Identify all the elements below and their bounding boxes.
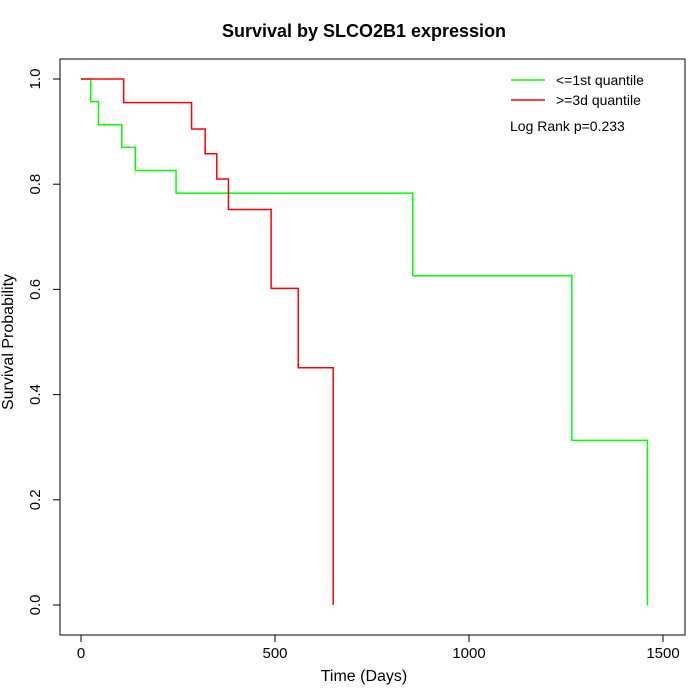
chart-title: Survival by SLCO2B1 expression [222,21,506,41]
plot-area [59,58,686,636]
x-axis: 0 500 1000 1500 [77,634,680,662]
y-axis: 0.0 0.2 0.4 0.6 0.8 1.0 [27,69,61,616]
x-tick-label: 1500 [646,645,679,662]
y-tick-label: 1.0 [27,69,44,90]
x-tick-label: 1000 [452,645,485,662]
legend-label: >=3d quantile [556,92,641,108]
y-tick-label: 0.0 [27,595,44,616]
x-tick-label: 0 [77,645,85,662]
y-tick-label: 0.2 [27,489,44,510]
plot-border [59,58,686,636]
x-axis-label: Time (Days) [321,668,408,685]
series-line-1 [81,78,649,605]
legend: <=1st quantile >=3d quantile [511,72,644,108]
log-rank-annotation: Log Rank p=0.233 [510,118,625,134]
y-tick-label: 0.6 [27,279,44,300]
x-tick-label: 500 [262,645,287,662]
y-axis-label: Survival Probability [0,274,17,410]
y-tick-label: 0.4 [27,384,44,405]
series-layer [81,78,649,605]
series-line-2 [81,78,334,605]
y-tick-label: 0.8 [27,174,44,195]
legend-label: <=1st quantile [556,72,644,88]
